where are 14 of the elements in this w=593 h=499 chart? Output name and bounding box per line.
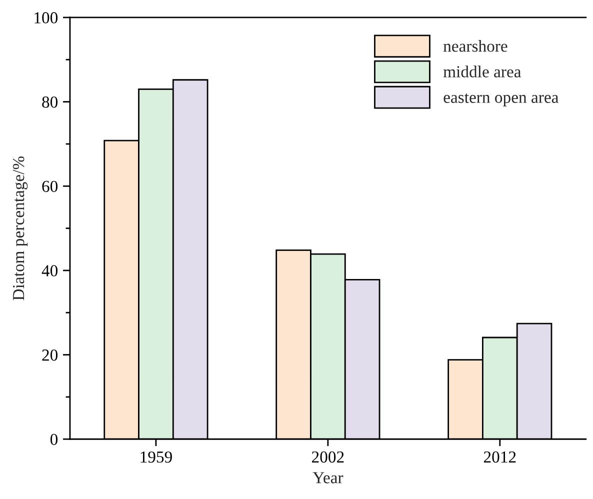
x-tick-label: 2002 — [312, 451, 344, 463]
legend-label: nearshore — [443, 40, 508, 52]
y-tick-label: 80 — [42, 96, 58, 108]
y-tick-label: 100 — [34, 12, 58, 24]
legend-label: middle area — [443, 66, 522, 78]
y-tick-label: 40 — [42, 265, 58, 276]
x-axis-title: Year — [312, 472, 344, 484]
x-tick-label: 2012 — [484, 451, 516, 463]
y-tick-label: 0 — [50, 434, 58, 446]
y-axis-title: Diatom percentage/% — [12, 156, 28, 300]
y-tick-label: 20 — [42, 349, 58, 361]
y-tick-label: 60 — [42, 180, 58, 192]
x-tick-label: 1959 — [140, 451, 172, 463]
legend-label: eastern open area — [444, 93, 559, 106]
